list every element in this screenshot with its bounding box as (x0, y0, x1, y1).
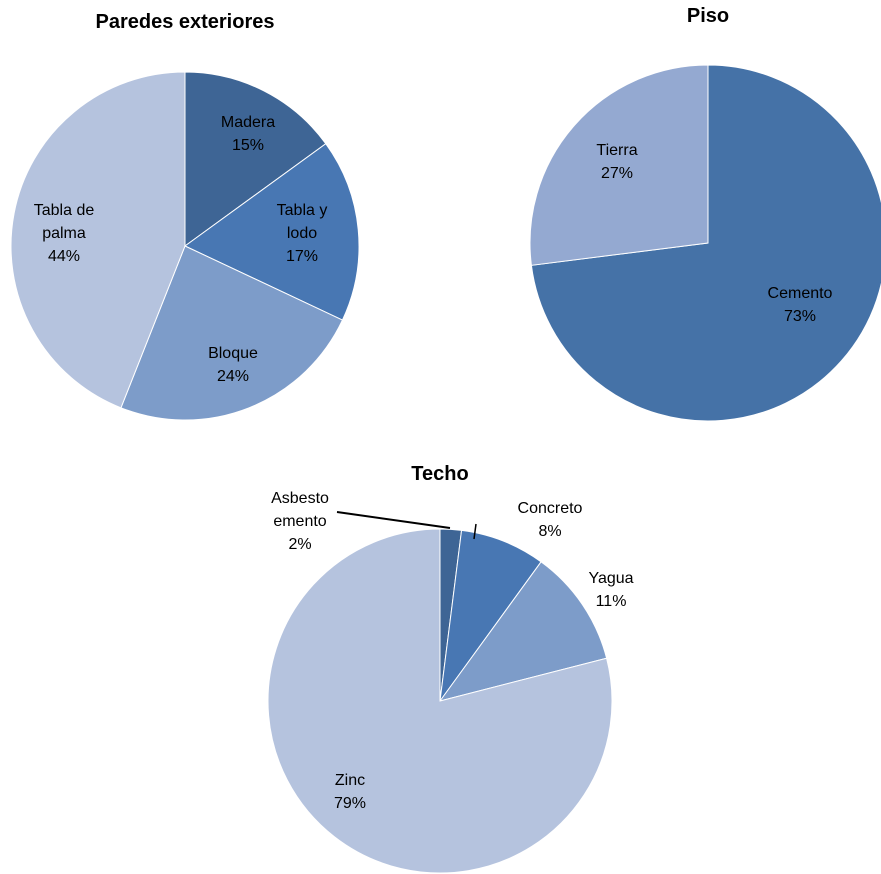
pie-slices (10, 71, 360, 421)
slice-percent-text: 79% (334, 795, 366, 812)
slice-percent-text: 15% (232, 137, 264, 154)
slice-label-concreto: Concreto 8% (518, 500, 583, 540)
pie-slice-cemento (530, 64, 881, 422)
slice-category-text: lodo (287, 225, 317, 242)
slice-label-tierra: Tierra 27% (596, 142, 637, 182)
chart-paredes-exteriores: Paredes exteriores Madera 15% Tabla y lodo 1… (10, 11, 360, 421)
slice-percent-text: 8% (538, 523, 561, 540)
slice-label-madera: Madera 15% (221, 114, 275, 154)
slice-percent-text: 27% (601, 165, 633, 182)
slice-category-text: Zinc (335, 772, 365, 789)
slice-label-tabla-de-palma: Tabla de palma 44% (34, 202, 95, 265)
slice-percent-text: 73% (784, 308, 816, 325)
pie-slice-bloque (120, 245, 344, 421)
slice-label-zinc: Zinc 79% (334, 772, 366, 812)
slice-percent-text: 17% (286, 248, 318, 265)
chart-title: Paredes exteriores (95, 11, 274, 33)
chart-title: Techo (411, 463, 468, 485)
slice-category-text: Madera (221, 114, 275, 131)
slice-category-text: emento (273, 513, 326, 530)
slice-percent-text: 11% (596, 593, 627, 610)
chart-piso: Piso Cemento 73% Tierra 27% (529, 5, 881, 422)
slice-category-text: Tabla de (34, 202, 95, 219)
slice-category-text: Concreto (518, 500, 583, 517)
slice-category-text: palma (42, 225, 86, 242)
pie-slice-zinc (267, 528, 613, 874)
pie-labels: Asbesto emento 2% Concreto 8% Yagua 11% Zinc 79% (271, 490, 634, 812)
slice-category-text: Cemento (768, 285, 833, 302)
pie-labels: Madera 15% Tabla y lodo 17% Bloque 24% Tabla de… (34, 114, 328, 385)
slice-label-bloque: Bloque 24% (208, 345, 258, 385)
chart-title: Piso (687, 5, 729, 27)
leader-line-asbesto (336, 511, 451, 529)
pie-slice-tierra (529, 64, 709, 266)
slice-percent-text: 44% (48, 248, 80, 265)
slice-label-tabla-y-lodo: Tabla y lodo 17% (277, 202, 328, 265)
slice-percent-text: 24% (217, 368, 249, 385)
slice-category-text: Tabla y (277, 202, 328, 219)
slice-category-text: Asbesto (271, 490, 329, 507)
pie-slice-tabla-y-lodo (184, 143, 360, 321)
leader-line-concreto (473, 523, 477, 540)
pie-labels: Cemento 73% Tierra 27% (596, 142, 832, 325)
pie-slice-madera (184, 71, 327, 247)
pie-slice-tabla-de-palma (10, 71, 186, 409)
slice-percent-text: 2% (288, 536, 311, 553)
slice-label-asbesto-emento: Asbesto emento 2% (271, 490, 329, 553)
slice-label-cemento: Cemento 73% (768, 285, 833, 325)
pie-slice-yagua (438, 561, 608, 702)
pie-slices (267, 528, 613, 874)
slice-category-text: Bloque (208, 345, 258, 362)
chart-techo: Techo Asbesto emento 2% Concreto 8% Yagua 11% Z… (267, 463, 634, 874)
slice-label-yagua: Yagua 11% (588, 570, 633, 610)
slice-category-text: Tierra (596, 142, 637, 159)
pie-slices (529, 64, 881, 422)
slice-category-text: Yagua (588, 570, 633, 587)
